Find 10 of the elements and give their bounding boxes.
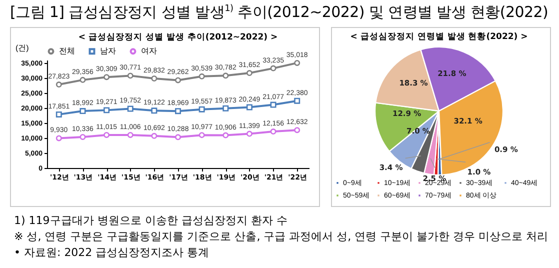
y-axis-title: (건)	[16, 44, 30, 52]
text: ※ 성, 연령 구분은 구급활동일지를 기준으로 산출, 구급 과정에서 성, 연령 구분이 불가한 경우 미상으로 처리	[14, 229, 548, 245]
text: 1) 119구급대가 병원으로 이송한 급성심장정지 환자 수	[14, 213, 288, 229]
text: • 자료원: 2022 급성심장정지조사 통계	[14, 245, 210, 261]
legend-label: 전체	[59, 46, 75, 56]
chart-title: [그림 1] 급성심장정지 성별 발생$^{1)}$ 추이(2012~2022) 및 연령별 발생 현황(2022)	[10, 3, 548, 22]
chart-title: < 급성심장정지 연령별 발생 현황(2022) >	[350, 32, 528, 42]
legend-label: 남자	[100, 46, 116, 56]
chart-subtitle: < 급성심장정지 성별 발생 추이(2012~2022) >	[78, 32, 278, 42]
legend-label: 여자	[141, 46, 157, 56]
